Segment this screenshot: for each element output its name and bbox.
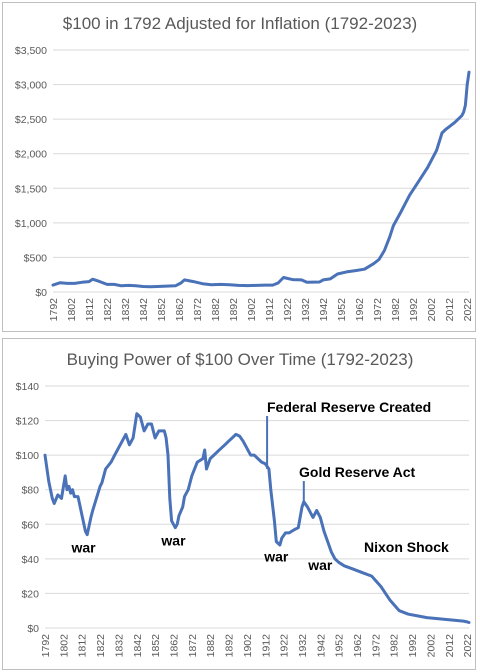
annotation-label: war [307,557,333,573]
annotation-label: war [263,548,289,564]
x-tick-label: 1802 [66,298,78,322]
x-tick-label: 1972 [370,634,382,658]
y-tick-label: $120 [16,416,40,428]
y-tick-label: $3,500 [15,45,47,57]
x-tick-label: 1942 [315,634,327,658]
x-tick-label: 1882 [210,298,222,322]
x-tick-label: 1922 [279,634,291,658]
x-tick-label: 1952 [334,634,346,658]
x-tick-label: 2022 [462,634,474,658]
x-tick-label: 1862 [168,634,180,658]
chart-title: $100 in 1792 Adjusted for Inflation (179… [63,14,417,33]
x-tick-label: 1812 [77,634,89,658]
x-tick-label: 1992 [407,634,419,658]
x-tick-label: 1792 [40,634,52,658]
y-tick-label: $1,500 [15,183,47,195]
x-tick-label: 1852 [156,298,168,322]
x-tick-label: 1892 [224,634,236,658]
x-tick-label: 1802 [58,634,70,658]
x-tick-label: 1902 [242,634,254,658]
inflation-chart: $100 in 1792 Adjusted for Inflation (179… [15,14,474,322]
x-tick-label: 2012 [444,298,456,322]
annotation-label: Gold Reserve Act [299,464,416,480]
y-tick-label: $80 [21,485,39,497]
x-tick-label: 1922 [282,298,294,322]
x-tick-label: 1832 [120,298,132,322]
chart-title: Buying Power of $100 Over Time (1792-202… [67,350,414,369]
chart-panel-buying-power: Buying Power of $100 Over Time (1792-202… [2,338,476,670]
x-tick-label: 1982 [390,298,402,322]
y-tick-label: $0 [35,287,47,299]
y-tick-label: $0 [27,623,39,635]
x-tick-label: 1932 [297,634,309,658]
x-tick-label: 1832 [113,634,125,658]
x-tick-label: 1792 [48,298,60,322]
x-tick-label: 1932 [300,298,312,322]
buying-power-chart: Buying Power of $100 Over Time (1792-202… [16,350,475,658]
x-tick-label: 1852 [150,634,162,658]
y-tick-label: $20 [21,588,39,600]
x-tick-label: 2002 [426,298,438,322]
x-tick-label: 1912 [264,298,276,322]
annotation-label: Nixon Shock [364,539,449,555]
x-tick-label: 1942 [318,298,330,322]
y-tick-label: $60 [21,519,39,531]
x-tick-label: 1882 [205,634,217,658]
x-tick-label: 1912 [260,634,272,658]
y-tick-label: $500 [24,252,48,264]
y-tick-label: $140 [16,381,40,393]
annotation-label: war [70,540,96,556]
x-tick-label: 1842 [132,634,144,658]
x-tick-label: 1862 [174,298,186,322]
x-tick-label: 1962 [352,634,364,658]
x-tick-label: 1872 [187,634,199,658]
x-tick-label: 2012 [444,634,456,658]
x-tick-label: 1972 [372,298,384,322]
y-tick-label: $40 [21,554,39,566]
y-tick-label: $2,500 [15,114,47,126]
series-line [51,70,471,289]
x-tick-label: 1952 [336,298,348,322]
y-tick-label: $1,000 [15,218,47,230]
x-tick-label: 1872 [192,298,204,322]
x-tick-label: 2022 [462,298,474,322]
y-tick-label: $2,000 [15,149,47,161]
x-tick-label: 1982 [389,634,401,658]
chart-panel-inflation: $100 in 1792 Adjusted for Inflation (179… [2,2,476,332]
x-tick-label: 1822 [102,298,114,322]
x-tick-label: 2002 [425,634,437,658]
y-tick-label: $3,000 [15,80,47,92]
series-line [43,412,471,624]
x-tick-label: 1842 [138,298,150,322]
x-tick-label: 1962 [354,298,366,322]
x-tick-label: 1902 [246,298,258,322]
x-tick-label: 1892 [228,298,240,322]
annotation-label: Federal Reserve Created [267,399,431,415]
x-tick-label: 1812 [84,298,96,322]
y-tick-label: $100 [16,450,40,462]
x-tick-label: 1822 [95,634,107,658]
annotation-label: war [160,533,186,549]
x-tick-label: 1992 [408,298,420,322]
